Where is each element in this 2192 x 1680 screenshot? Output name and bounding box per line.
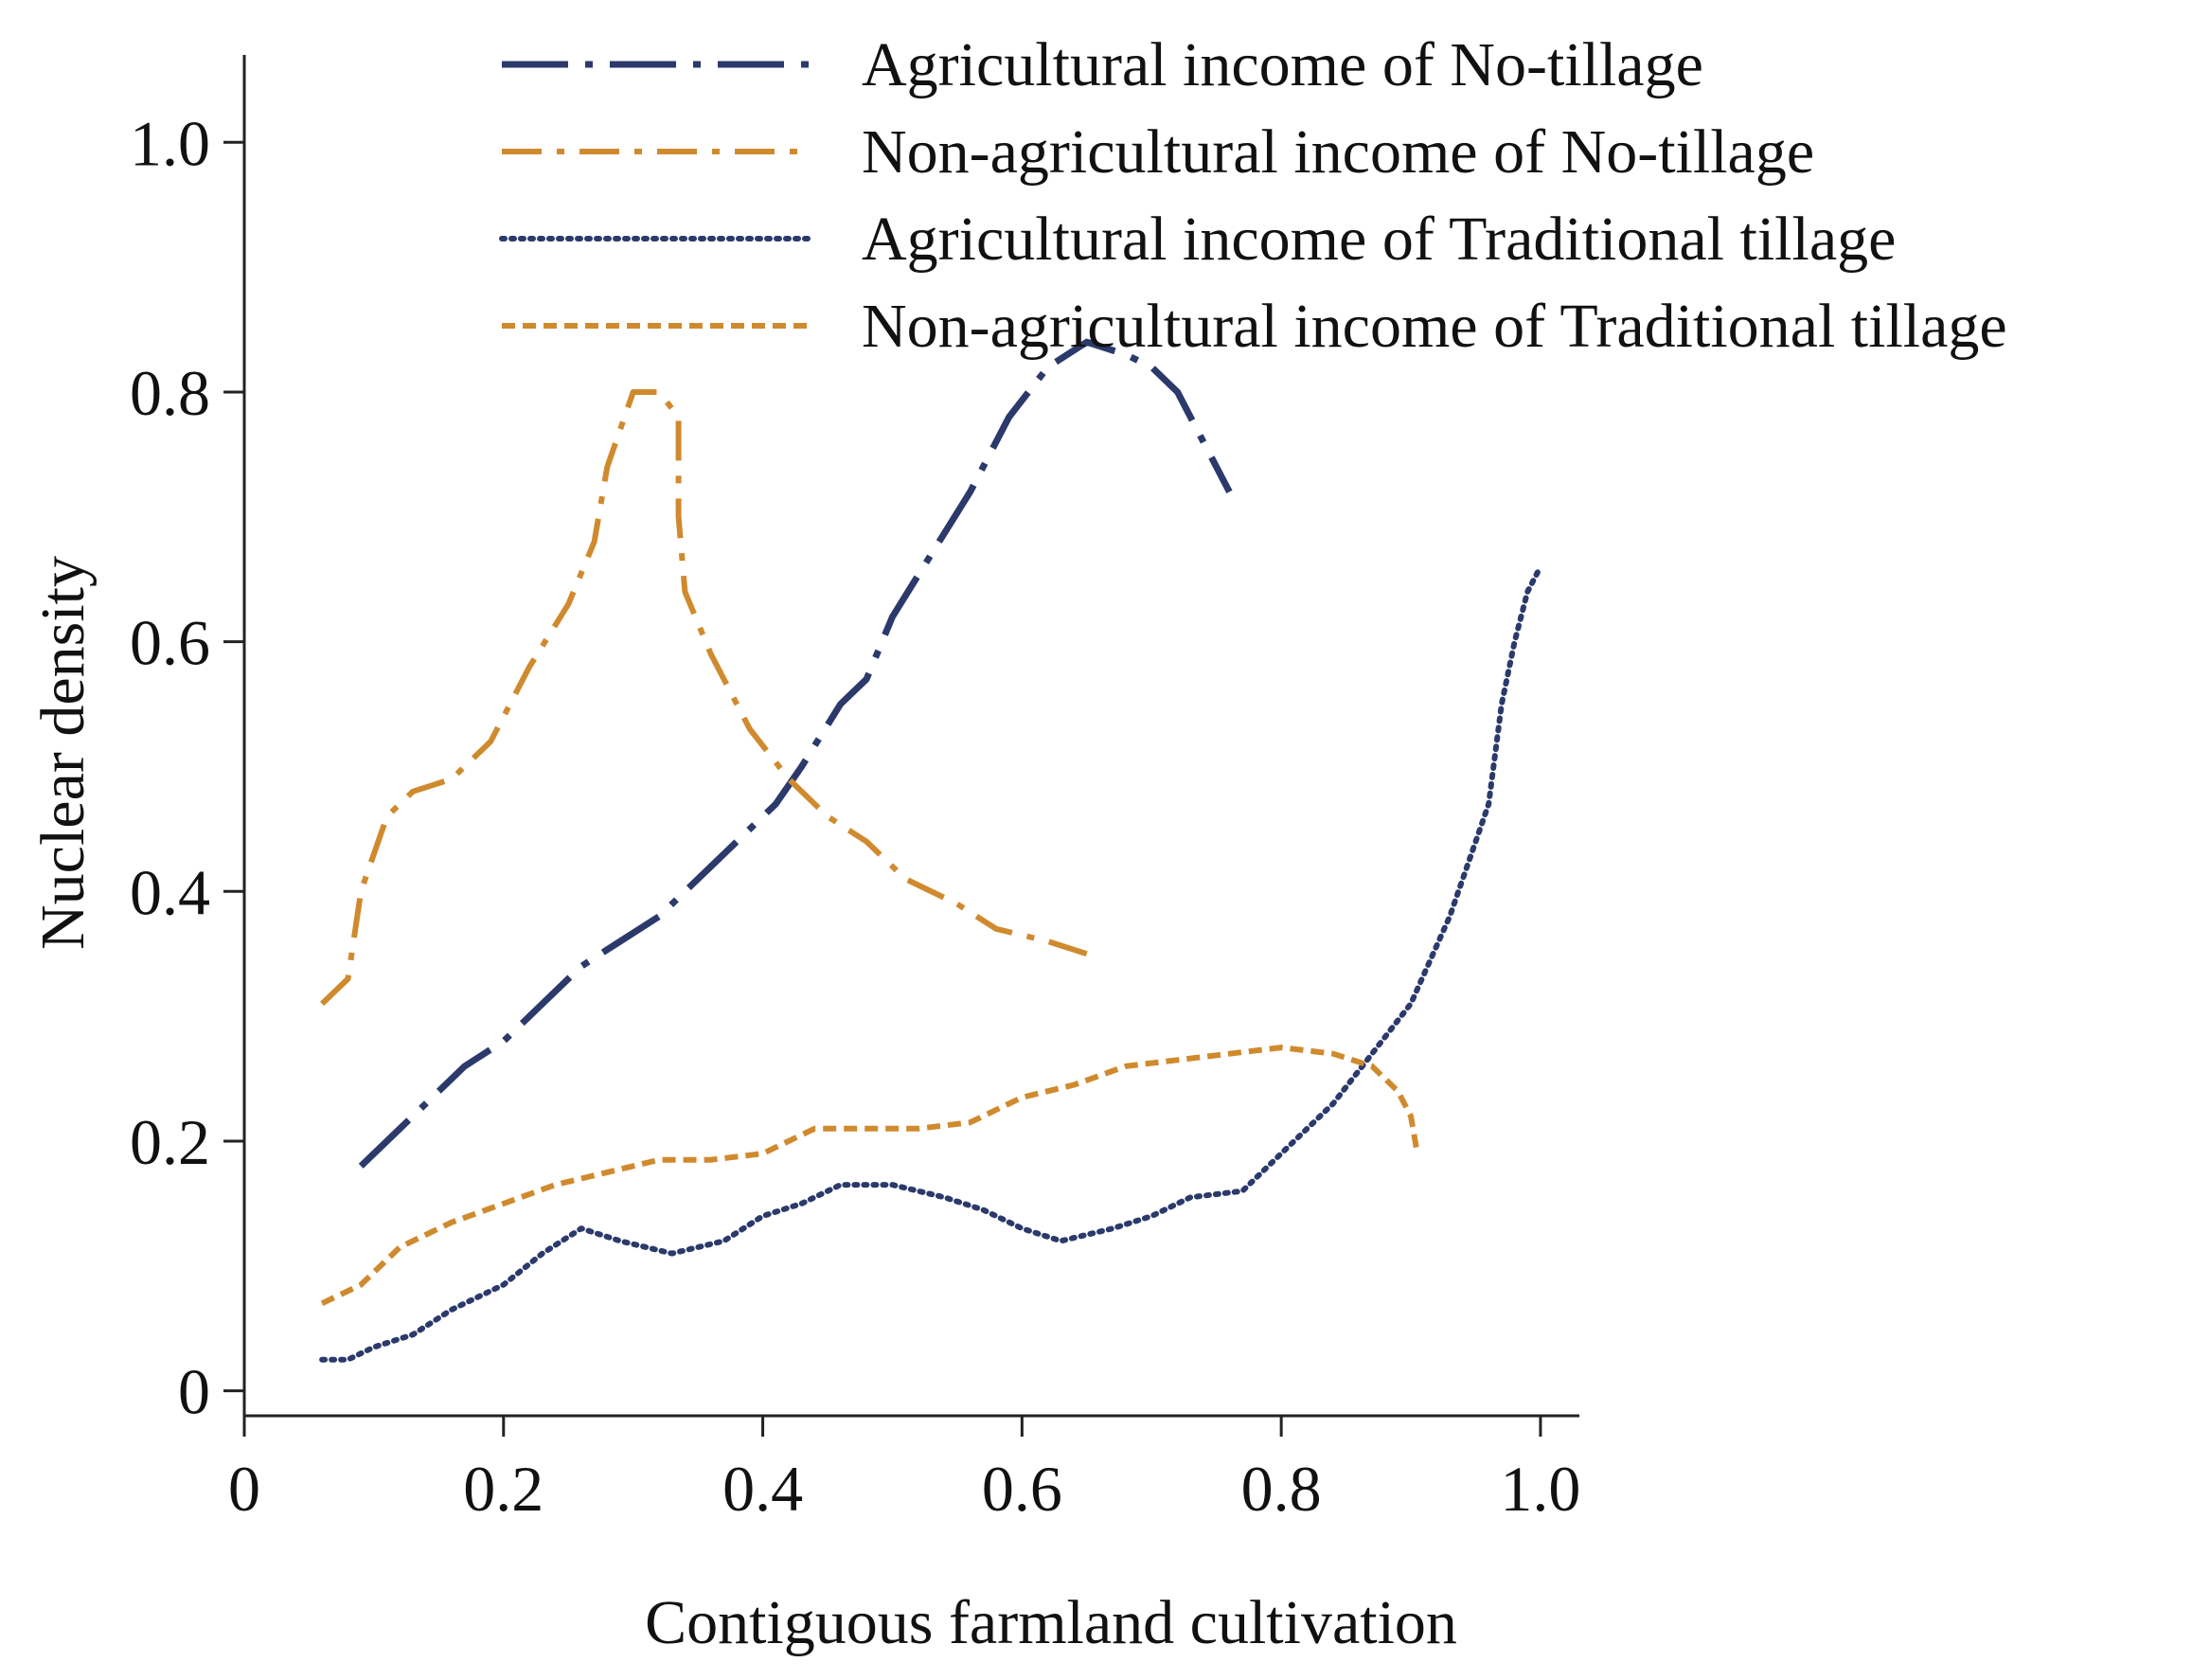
series-line-4 <box>320 1045 1420 1307</box>
x-tick-label: 0.6 <box>982 1453 1062 1525</box>
legend-label-3: Agricultural income of Traditional tilla… <box>862 205 1896 274</box>
x-tick-label: 1.0 <box>1500 1453 1580 1525</box>
y-tick-label: 0.2 <box>130 1106 210 1178</box>
x-tick-label: 0 <box>228 1453 260 1525</box>
x-tick-label: 0.4 <box>722 1453 803 1525</box>
series-line-3 <box>319 563 1543 1363</box>
legend-label-1: Agricultural income of No-tillage <box>862 30 1703 99</box>
ticks: 0 0.2 0.4 0.6 0.8 1.0 0 0.2 0.4 0.6 0.8 1.0 <box>130 107 1580 1525</box>
legend: Agricultural income of No-tillage Non-agr… <box>499 30 2007 361</box>
y-tick-label: 0 <box>178 1356 210 1428</box>
series-line-1 <box>358 338 1233 1169</box>
y-axis-label: Nuclear density <box>28 556 98 950</box>
axes <box>242 55 1579 1418</box>
y-tick-label: 0.6 <box>130 607 210 679</box>
x-tick-label: 0.8 <box>1241 1453 1322 1525</box>
x-axis-label: Contiguous farmland cultivation <box>645 1588 1457 1657</box>
y-tick-label: 0.4 <box>130 856 210 928</box>
x-tick-label: 0.2 <box>463 1453 544 1525</box>
legend-label-4: Non-agricultural income of Traditional t… <box>862 292 2007 361</box>
series <box>319 338 1543 1363</box>
y-tick-label: 1.0 <box>130 107 210 179</box>
y-tick-label: 0.8 <box>130 357 210 429</box>
legend-label-2: Non-agricultural income of No-tillage <box>862 117 1814 187</box>
series-line-2 <box>320 389 1088 1007</box>
